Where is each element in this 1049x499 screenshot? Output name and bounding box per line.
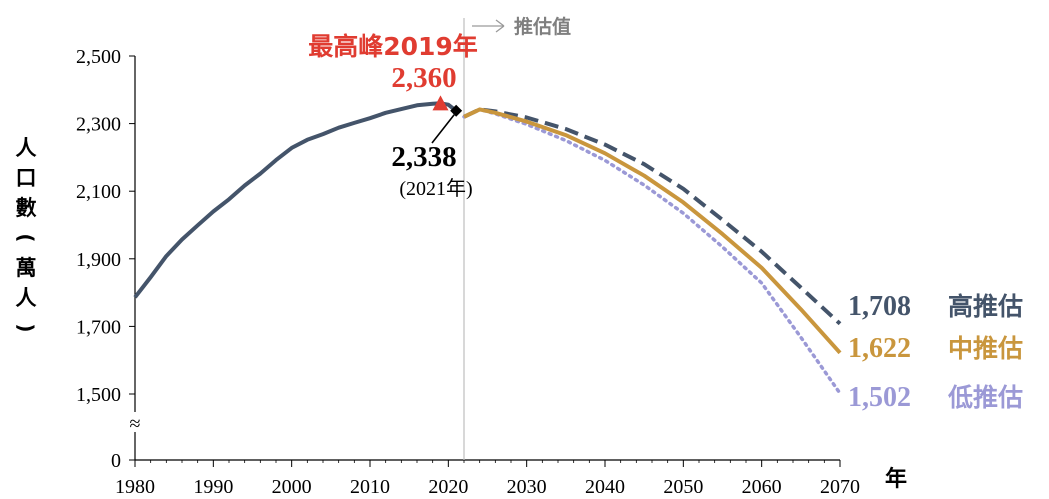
y-tick-label: 0 bbox=[111, 450, 121, 472]
series-end-name: 高推估 bbox=[948, 292, 1023, 321]
series-end-name: 中推估 bbox=[948, 334, 1023, 363]
peak-title: 最高峰2019年 bbox=[308, 32, 478, 61]
peak-marker bbox=[432, 95, 449, 111]
y-axis-label-char: 口 bbox=[16, 166, 37, 190]
y-axis-label-char: 萬 bbox=[16, 256, 37, 280]
y-axis-label-char: ( bbox=[14, 233, 38, 242]
peak-value: 2,360 bbox=[391, 62, 456, 94]
x-tick-label: 2020 bbox=[428, 476, 468, 498]
series-line-low bbox=[462, 107, 842, 396]
x-tick-label: 2050 bbox=[663, 476, 703, 498]
series-end-value: 1,622 bbox=[848, 333, 911, 364]
x-tick-label: 1980 bbox=[115, 476, 155, 498]
x-tick-label: 2070 bbox=[820, 476, 860, 498]
x-tick-label: 2010 bbox=[350, 476, 390, 498]
series-end-value: 1,708 bbox=[848, 291, 911, 322]
series-end-name: 低推估 bbox=[947, 383, 1023, 412]
y-tick-label: 2,300 bbox=[76, 114, 121, 136]
current-marker bbox=[450, 104, 463, 117]
y-tick-label: 2,500 bbox=[76, 46, 121, 68]
y-tick-label: 2,100 bbox=[76, 181, 121, 203]
y-axis-label-char: ) bbox=[14, 323, 38, 332]
x-tick-label: 2040 bbox=[585, 476, 625, 498]
x-tick-label: 2030 bbox=[507, 476, 547, 498]
series-line-medium bbox=[463, 107, 842, 355]
y-tick-label: 1,500 bbox=[76, 384, 121, 406]
x-tick-label: 2000 bbox=[272, 476, 312, 498]
y-axis-label-char: 人 bbox=[16, 286, 37, 310]
y-axis-label-char: 人 bbox=[16, 136, 37, 160]
y-tick-label: 1,900 bbox=[76, 249, 121, 271]
chart-axes: ≈0 1,500 1,700 1,900 2,100 2,300 2,500 1980 1990… bbox=[14, 15, 907, 498]
projection-label: 推估值 bbox=[514, 15, 571, 38]
y-axis-label-char: 數 bbox=[16, 196, 37, 220]
y-axis-break-symbol: ≈ bbox=[130, 413, 141, 435]
current-leader-line bbox=[431, 114, 455, 144]
series-line-historical bbox=[133, 101, 458, 299]
series-layer bbox=[133, 101, 842, 396]
current-value: 2,338 bbox=[391, 141, 456, 173]
x-tick-label: 2060 bbox=[742, 476, 782, 498]
x-tick-label: 1990 bbox=[193, 476, 233, 498]
projection-arrow bbox=[472, 19, 505, 33]
y-tick-label: 1,700 bbox=[76, 316, 121, 338]
series-end-value: 1,502 bbox=[848, 382, 911, 413]
current-note: (2021年) bbox=[399, 177, 472, 200]
x-axis-label: 年 bbox=[885, 466, 907, 492]
